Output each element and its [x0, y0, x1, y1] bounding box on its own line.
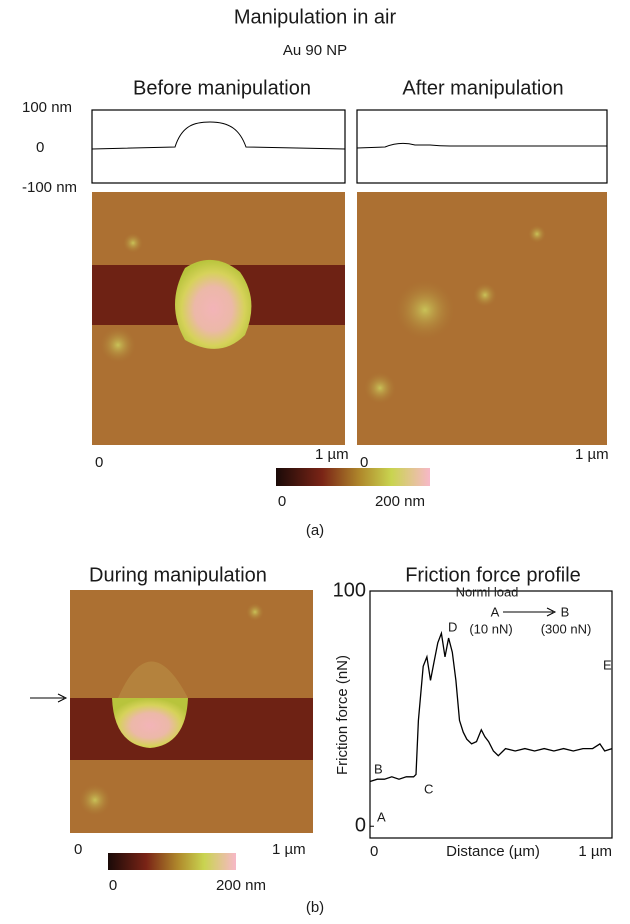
axis-label: 1 µm	[315, 446, 349, 463]
profile-curve	[356, 142, 607, 149]
afm-faded	[118, 661, 188, 698]
annotation: (300 nN)	[541, 621, 592, 636]
annotation: B	[374, 761, 383, 776]
profile-tick: -100 nm	[22, 179, 77, 196]
colorbar-label: 200 nm	[216, 877, 266, 894]
y-axis-label: Friction force (nN)	[334, 655, 351, 775]
scan-arrow-head	[57, 693, 68, 703]
axis-label: 0	[74, 841, 82, 858]
afm-blob	[100, 327, 136, 363]
x-tick-label: 0	[370, 843, 378, 860]
profile-tick: 0	[36, 139, 44, 156]
afm-blob	[123, 233, 143, 253]
afm-blob	[395, 280, 455, 340]
colorbar-label: 200 nm	[375, 493, 425, 510]
axis-label: 0	[95, 454, 103, 471]
panel-label: (b)	[306, 899, 324, 916]
before-title: Before manipulation	[133, 77, 311, 99]
profile-frame	[91, 109, 346, 184]
afm-blob	[246, 603, 264, 621]
colorbar-label: 0	[278, 493, 286, 510]
title: Manipulation in air	[234, 6, 397, 28]
y-tick-label: 100	[333, 579, 366, 601]
afm-image	[357, 192, 607, 445]
x-tick-label: 1 µm	[578, 843, 612, 860]
annotation: A	[377, 809, 386, 824]
annotation: D	[448, 619, 457, 634]
annotation: (10 nN)	[469, 621, 512, 636]
panel-label: (a)	[306, 522, 324, 539]
profile-tick: 100 nm	[22, 99, 72, 116]
annotation: Norml load	[456, 584, 519, 599]
x-axis-label: Distance (µm)	[446, 843, 540, 860]
afm-blob	[528, 225, 546, 243]
axis-label: 1 µm	[272, 841, 306, 858]
annotation: B	[561, 604, 570, 619]
afm-blob	[79, 784, 111, 816]
colorbar-label: 0	[109, 877, 117, 894]
line-series	[369, 630, 613, 783]
afm-blob	[473, 283, 497, 307]
axis-label: 0	[360, 454, 368, 471]
axis-label: 1 µm	[575, 446, 609, 463]
y-tick-label: 0	[355, 815, 366, 837]
profile-curve	[91, 121, 346, 150]
chart-title: Friction force profile	[405, 564, 581, 586]
colorbar	[276, 468, 430, 486]
afm-stripe	[70, 698, 313, 760]
load-arrow-head	[546, 607, 557, 617]
image-title: During manipulation	[89, 564, 267, 586]
after-title: After manipulation	[402, 77, 563, 99]
afm-particle	[175, 259, 252, 349]
afm-blob	[364, 372, 396, 404]
colorbar	[108, 853, 236, 870]
annotation: E	[603, 657, 612, 672]
plot-frame	[369, 590, 613, 839]
subtitle: Au 90 NP	[283, 42, 347, 59]
annotation: C	[424, 781, 433, 796]
afm-particle	[112, 698, 188, 748]
annotation: A	[491, 604, 500, 619]
